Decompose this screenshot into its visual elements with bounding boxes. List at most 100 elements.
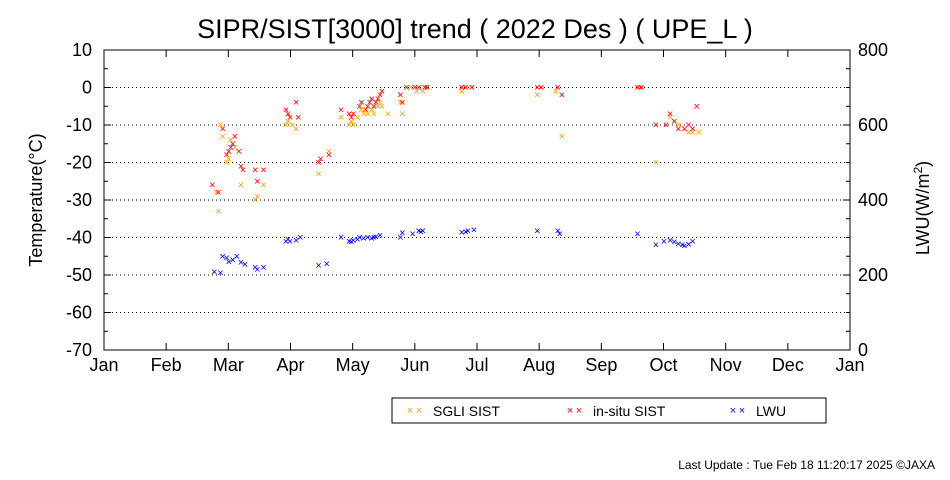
footer-last-update: Last Update : Tue Feb 18 11:20:17 2025 ©… [678,458,935,472]
data-point: × [285,116,291,128]
data-point: × [413,86,419,98]
data-point: × [254,264,260,276]
legend-item: × × in-situ SIST [567,403,666,419]
legend-marker: × [416,405,422,417]
data-point: × [223,150,229,162]
x-axis: Jan Feb Mar Apr May Jun Jul Aug Sep Oct Nov Dec Jan [89,50,865,375]
data-point: × [230,138,236,150]
data-point: × [424,82,430,94]
legend-marker: × [407,405,413,417]
legend-label: LWU [756,403,786,419]
data-point: × [348,237,354,249]
x-tick-label: Dec [772,355,804,375]
data-point: × [362,105,368,117]
data-point: × [356,101,362,113]
data-point: × [350,120,356,132]
x-tick-label: Jun [400,355,429,375]
y2-tick-label: 800 [858,40,888,60]
data-point: × [346,236,352,248]
y2-tick-label: 200 [858,265,888,285]
data-point: × [219,123,225,135]
data-point: × [661,236,667,248]
y2-tick-label: 600 [858,115,888,135]
data-point: × [407,82,413,94]
data-point: × [366,97,372,109]
data-point: × [469,82,475,94]
data-point: × [399,228,405,240]
data-point: × [379,86,385,98]
data-point: × [225,256,231,268]
data-point: × [287,112,293,124]
chart-title: SIPR/SIST[3000] trend ( 2022 Des ) ( UPE… [197,14,753,44]
data-point: × [315,157,321,169]
data-point: × [223,157,229,169]
y2-axis-label: LWU(W/m2) [911,161,933,255]
x-tick-label: Feb [151,355,182,375]
data-point: × [223,253,229,265]
data-point: × [338,232,344,244]
data-point: × [671,116,677,128]
data-point: × [209,180,215,192]
data-point: × [373,231,379,243]
data-points: ××××××××××××××××××××××××××××××××××× ×××××… [209,82,702,280]
data-point: × [354,234,360,246]
data-point: × [252,195,258,207]
data-point: × [297,232,303,244]
data-point: × [358,97,364,109]
data-point: × [399,97,405,109]
data-point: × [315,260,321,272]
data-point: × [293,123,299,135]
data-point: × [356,232,362,244]
data-point: × [420,225,426,237]
legend: × × SGLI SIST × × in-situ SIST × × LWU [391,397,827,424]
data-point: × [675,120,681,132]
data-point: × [252,165,258,177]
data-point: × [260,165,266,177]
legend-marker: × [576,405,582,417]
data-point: × [360,233,366,245]
data-point: × [534,82,540,94]
data-point: × [538,82,544,94]
data-point: × [242,259,248,271]
data-point: × [232,131,238,143]
data-point: × [458,86,464,98]
legend-marker: × [730,405,736,417]
data-point: × [369,93,375,105]
data-point: × [230,255,236,267]
grid-lines [104,87,850,313]
data-point: × [463,82,469,94]
data-point: × [215,187,221,199]
y2-tick-label: 0 [858,340,868,360]
data-point: × [555,225,561,237]
data-point: × [375,93,381,105]
legend-marker: × [567,405,573,417]
data-point: × [238,161,244,173]
data-point: × [559,131,565,143]
series-sgli-sist: ××××××××××××××××××××××××××××××××××× ×××××… [213,82,702,218]
data-point: × [681,123,687,135]
data-point: × [317,153,323,165]
y-tick-label: -30 [66,190,92,210]
x-tick-label: Jul [465,355,488,375]
data-point: × [458,82,464,94]
data-point: × [326,146,332,158]
x-tick-label: Sep [585,355,617,375]
data-point: × [418,226,424,238]
data-point: × [350,108,356,120]
data-point: × [283,105,289,117]
legend-item: × × LWU [730,403,786,419]
data-point: × [424,82,430,94]
data-point: × [293,235,299,247]
y-tick-label: -50 [66,265,92,285]
data-point: × [217,268,223,280]
data-point: × [287,236,293,248]
data-point: × [219,251,225,263]
data-point: × [667,235,673,247]
legend-item: × × SGLI SIST [407,403,501,419]
data-point: × [397,97,403,109]
x-tick-label: Jan [89,355,118,375]
data-point: × [240,165,246,177]
data-point: × [238,180,244,192]
data-point: × [232,142,238,154]
